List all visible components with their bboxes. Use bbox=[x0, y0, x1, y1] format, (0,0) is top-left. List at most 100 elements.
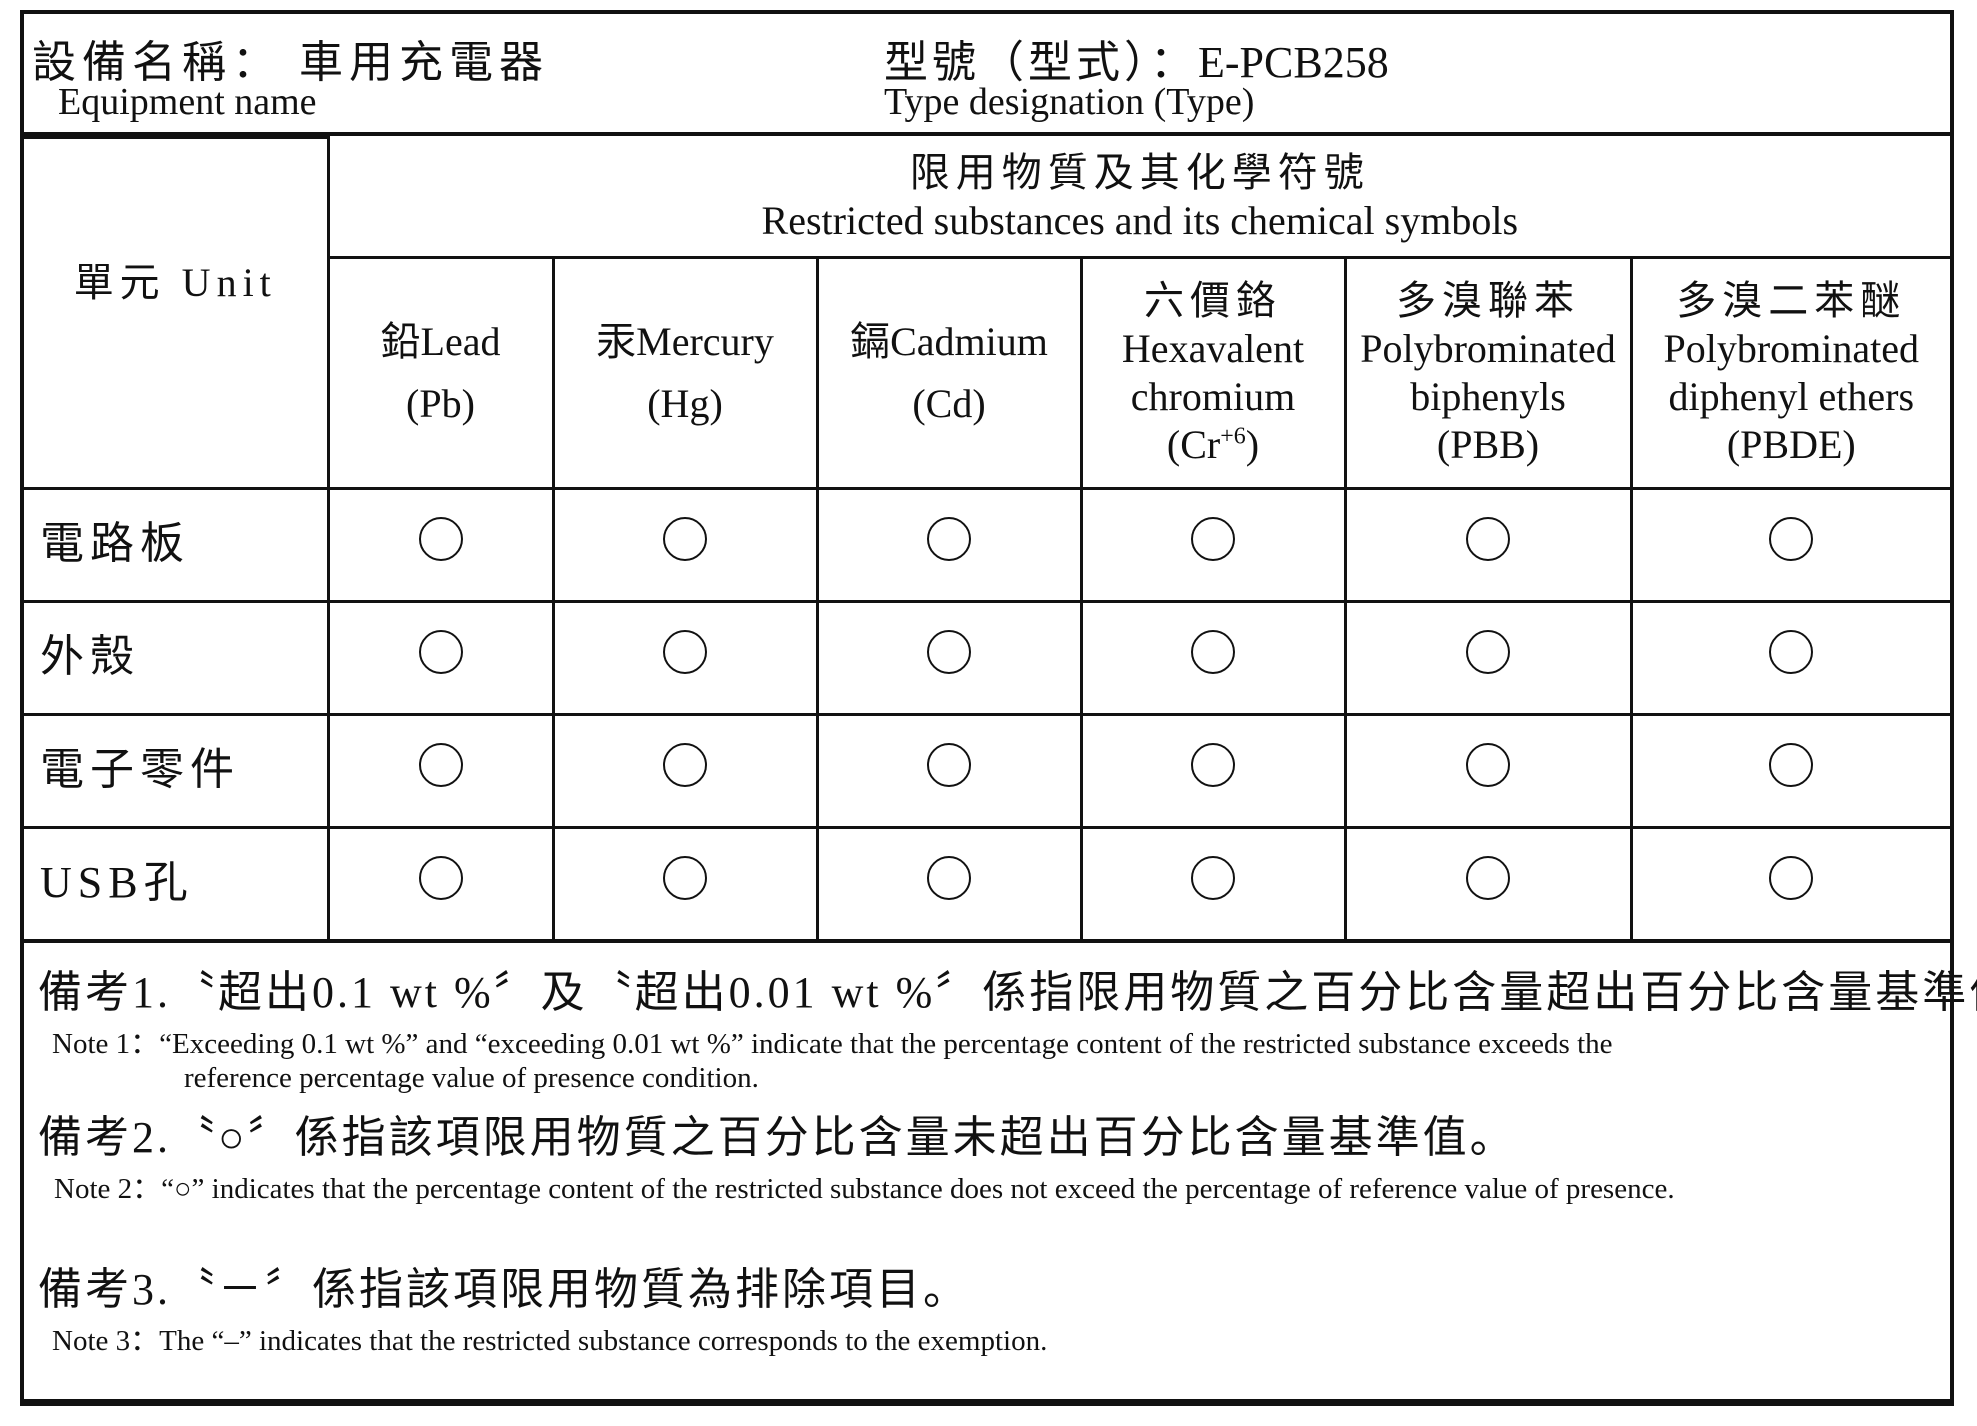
substance-cell bbox=[1629, 486, 1951, 603]
substance-cell bbox=[1079, 712, 1347, 829]
column-mercury: 汞Mercury (Hg) bbox=[551, 255, 819, 490]
equipment-name-zh: 設備名稱： 車用充電器 bbox=[32, 26, 549, 90]
circle-mark-icon bbox=[663, 517, 707, 561]
col-en: Polybrominated bbox=[1663, 325, 1920, 371]
column-cadmium: 鎘Cadmium (Cd) bbox=[815, 255, 1083, 490]
table-row: 外殼 bbox=[24, 599, 1951, 716]
substances-header-zh: 限用物質及其化學符號 bbox=[909, 149, 1370, 195]
col-en: chromium bbox=[1130, 373, 1296, 419]
circle-mark-icon bbox=[418, 743, 463, 787]
type-label-zh: 型號（型式）： bbox=[884, 38, 1198, 87]
substance-cell bbox=[1343, 599, 1633, 716]
circle-mark-icon bbox=[663, 630, 707, 674]
col-en: diphenyl ethers bbox=[1668, 373, 1915, 419]
substance-cell bbox=[1629, 712, 1951, 829]
col-symbol: (PBDE) bbox=[1726, 421, 1856, 467]
unit-name: 外殼 bbox=[24, 599, 330, 716]
substance-cell bbox=[326, 599, 555, 716]
substance-cell bbox=[326, 825, 555, 943]
substance-columns-row: 鉛Lead (Pb) 汞Mercury (Hg) 鎘Cadmium (Cd) 六價鉻 H… bbox=[24, 255, 1951, 490]
equipment-value: 車用充電器 bbox=[299, 38, 549, 87]
table-row: 電子零件 bbox=[24, 712, 1951, 829]
circle-mark-icon bbox=[418, 856, 463, 900]
substance-cell bbox=[815, 712, 1083, 829]
substance-cell bbox=[1079, 599, 1347, 716]
col-zh: 鎘 bbox=[850, 318, 891, 364]
type-label-en: Type designation (Type) bbox=[884, 81, 1255, 123]
substance-cell bbox=[815, 599, 1083, 716]
col-en: Polybrominated bbox=[1360, 325, 1616, 371]
col-en: Cadmium bbox=[890, 318, 1048, 364]
note-3-en: Note 3：The “–” indicates that the restri… bbox=[52, 1325, 1048, 1357]
unit-name: 電子零件 bbox=[24, 712, 330, 829]
substance-cell bbox=[815, 825, 1083, 943]
circle-mark-icon bbox=[1466, 630, 1510, 674]
type-value: E-PCB258 bbox=[1198, 38, 1389, 87]
col-zh: 多溴聯苯 bbox=[1396, 277, 1580, 323]
col-zh: 鉛 bbox=[380, 318, 421, 364]
substance-cell bbox=[326, 486, 555, 603]
unit-header: 單元 Unit bbox=[24, 136, 330, 490]
substance-cell bbox=[1079, 825, 1347, 943]
circle-mark-icon bbox=[418, 630, 463, 674]
circle-mark-icon bbox=[1466, 743, 1510, 787]
col-en: biphenyls bbox=[1410, 373, 1566, 419]
note-1-en: Note 1：“Exceeding 0.1 wt %” and “exceedi… bbox=[52, 1028, 1613, 1060]
substance-cell bbox=[1629, 825, 1951, 943]
note-2-zh: 備考2.〝○〞係指該項限用物質之百分比含量未超出百分比含量基準值。 bbox=[38, 1113, 1517, 1162]
substance-cell bbox=[1343, 712, 1633, 829]
circle-mark-icon bbox=[1191, 630, 1235, 674]
substance-cell bbox=[326, 712, 555, 829]
table-row: 電路板 bbox=[24, 486, 1951, 603]
col-zh: 汞 bbox=[596, 318, 637, 364]
col-symbol: (Hg) bbox=[647, 380, 723, 426]
substance-cell bbox=[815, 486, 1083, 603]
circle-mark-icon bbox=[1769, 630, 1814, 674]
table-row: USB孔 bbox=[24, 825, 1951, 943]
col-en: Hexavalent bbox=[1121, 325, 1305, 371]
unit-header-label: 單元 Unit bbox=[73, 260, 277, 305]
col-zh: 多溴二苯醚 bbox=[1676, 277, 1907, 323]
notes: 備考1.〝超出0.1 wt %〞及〝超出0.01 wt %〞係指限用物質之百分比… bbox=[24, 956, 1977, 1359]
column-hexavalent-chromium: 六價鉻 Hexavalent chromium (Cr+6) bbox=[1079, 255, 1347, 490]
substance-cell bbox=[1343, 825, 1633, 943]
circle-mark-icon bbox=[663, 743, 707, 787]
equipment-label-zh: 設備名稱： bbox=[32, 38, 282, 87]
circle-mark-icon bbox=[1769, 743, 1814, 787]
substances-header-row: 單元 Unit 限用物質及其化學符號 Restricted substances… bbox=[24, 136, 1951, 490]
substance-cell bbox=[1629, 599, 1951, 716]
column-lead: 鉛Lead (Pb) bbox=[326, 255, 555, 490]
col-symbol: (PBB) bbox=[1436, 421, 1540, 467]
col-symbol: (Cr+6) bbox=[1083, 421, 1344, 469]
substances-header: 限用物質及其化學符號 Restricted substances and its… bbox=[326, 137, 1951, 259]
circle-mark-icon bbox=[927, 856, 971, 900]
col-symbol: (Pb) bbox=[406, 380, 475, 426]
col-en: Lead bbox=[420, 318, 501, 364]
col-symbol-end: ) bbox=[1245, 421, 1260, 467]
substance-cell bbox=[551, 486, 819, 603]
column-pbde: 多溴二苯醚 Polybrominated diphenyl ethers (PBDE) bbox=[1629, 255, 1951, 490]
note-3-zh: 備考3.〝－〞係指該項限用物質為排除項目。 bbox=[38, 1265, 970, 1314]
substance-cell bbox=[1079, 486, 1347, 603]
note-2-en: Note 2：“○” indicates that the percentage… bbox=[54, 1173, 1675, 1205]
column-pbb: 多溴聯苯 Polybrominated biphenyls (PBB) bbox=[1343, 255, 1633, 490]
circle-mark-icon bbox=[1191, 856, 1235, 900]
circle-mark-icon bbox=[1769, 517, 1814, 561]
col-en: Mercury bbox=[636, 318, 774, 364]
circle-mark-icon bbox=[927, 630, 971, 674]
circle-mark-icon bbox=[418, 517, 463, 561]
unit-name: 電路板 bbox=[24, 486, 330, 603]
note-1-zh: 備考1.〝超出0.1 wt %〞及〝超出0.01 wt %〞係指限用物質之百分比… bbox=[38, 968, 1977, 1017]
equipment-label-en: Equipment name bbox=[58, 81, 317, 123]
col-symbol-sup: +6 bbox=[1220, 423, 1246, 450]
substance-cell bbox=[551, 712, 819, 829]
circle-mark-icon bbox=[1466, 856, 1510, 900]
circle-mark-icon bbox=[1191, 743, 1235, 787]
equipment-header: 設備名稱： 車用充電器 Equipment name 型號（型式）：E-PCB2… bbox=[24, 14, 1950, 136]
circle-mark-icon bbox=[1191, 517, 1235, 561]
substance-cell bbox=[551, 825, 819, 943]
col-symbol-text: (Cr bbox=[1166, 421, 1221, 467]
circle-mark-icon bbox=[927, 517, 971, 561]
type-designation-zh: 型號（型式）：E-PCB258 bbox=[884, 26, 1389, 90]
unit-name: USB孔 bbox=[24, 825, 330, 943]
